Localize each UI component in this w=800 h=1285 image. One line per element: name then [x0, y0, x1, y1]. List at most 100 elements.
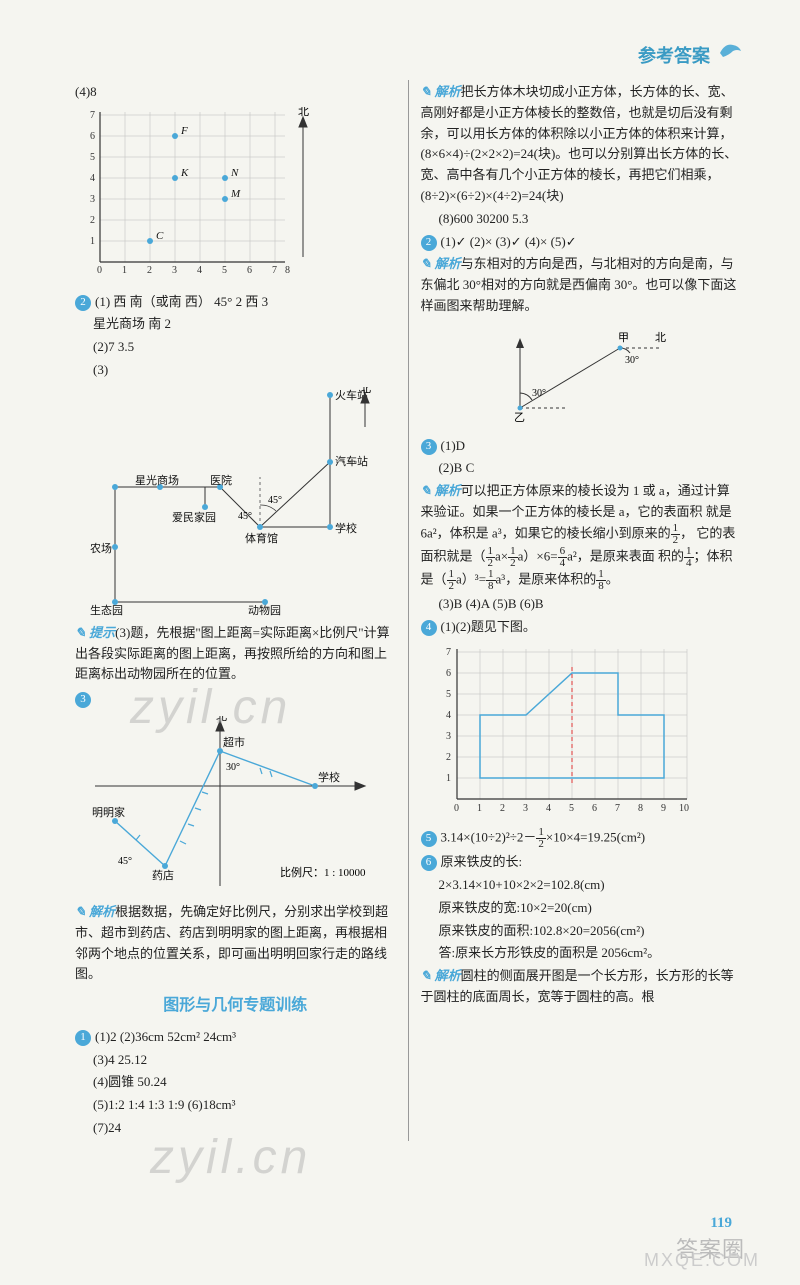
r-jiexi2: 解析与东相对的方向是西，与北相对的方向是南，与东偏北 30°相对的方向就是西偏南… — [421, 254, 741, 316]
svg-text:学校: 学校 — [335, 521, 357, 535]
svg-text:6: 6 — [90, 131, 95, 142]
svg-text:K: K — [180, 167, 189, 179]
r-q4: 4(1)(2)题见下图。 — [421, 617, 741, 638]
svg-text:3: 3 — [446, 731, 451, 742]
q1d: (5)1:2 1:4 1:3 1:9 (6)18cm³ — [75, 1095, 396, 1116]
svg-text:体育馆: 体育馆 — [245, 531, 278, 545]
map-diagram-2: 30° 45° 超市学校药店明明家 北 比例尺：1 : 10000 — [90, 716, 380, 896]
svg-text:3: 3 — [523, 803, 528, 814]
svg-text:8: 8 — [285, 265, 290, 276]
watermark-4: MXQE.COM — [644, 1246, 760, 1275]
svg-text:N: N — [230, 167, 239, 179]
q3-num: 3 — [75, 689, 396, 710]
svg-text:C: C — [156, 230, 164, 242]
svg-text:F: F — [180, 125, 188, 137]
q1c: (4)圆锥 50.24 — [75, 1072, 396, 1093]
section-title: 图形与几何专题训练 — [75, 993, 396, 1019]
svg-text:30°: 30° — [532, 388, 546, 399]
tishi: 提示(3)题，先根据"图上距离=实际距离×比例尺"计算出各段实际距离的图上距离，… — [75, 623, 396, 685]
r-q6-1: 2×3.14×10+10×2×2=102.8(cm) — [421, 875, 741, 896]
svg-text:爱民家园: 爱民家园 — [172, 510, 216, 524]
svg-text:4: 4 — [90, 173, 95, 184]
svg-text:医院: 医院 — [210, 473, 232, 487]
svg-text:10: 10 — [679, 803, 689, 814]
r-q6-4: 答:原来长方形铁皮的面积是 2056cm²。 — [421, 943, 741, 964]
svg-text:45°: 45° — [118, 856, 132, 867]
angle-diagram: 30° 30° 甲 乙 北 — [421, 323, 741, 430]
svg-text:6: 6 — [446, 668, 451, 679]
svg-text:北: 北 — [655, 331, 666, 344]
svg-text:2: 2 — [500, 803, 505, 814]
q1a: 1(1)2 (2)36cm 52cm² 24cm³ — [75, 1027, 396, 1048]
svg-text:农场: 农场 — [90, 541, 112, 555]
svg-text:2: 2 — [90, 215, 95, 226]
svg-text:1: 1 — [122, 265, 127, 276]
svg-text:星光商场: 星光商场 — [135, 473, 179, 487]
svg-text:0: 0 — [454, 803, 459, 814]
q4-8: (4)8 — [75, 82, 396, 103]
svg-text:4: 4 — [546, 803, 551, 814]
q2-line3: (2)7 3.5 — [75, 337, 396, 358]
q2-line2: 星光商场 南 2 — [75, 314, 396, 335]
num-2: 2 — [75, 295, 91, 311]
svg-text:7: 7 — [90, 110, 95, 121]
right-column: 解析把长方体木块切成小正方体，长方体的长、宽、高刚好都是小正方体棱长的整数倍，也… — [408, 80, 741, 1141]
svg-text:甲: 甲 — [618, 332, 629, 344]
svg-text:学校: 学校 — [318, 770, 340, 784]
svg-text:2: 2 — [147, 265, 152, 276]
r-q3more: (3)B (4)A (5)B (6)B — [421, 594, 741, 615]
svg-text:6: 6 — [247, 265, 252, 276]
svg-text:0: 0 — [97, 265, 102, 276]
svg-text:5: 5 — [90, 152, 95, 163]
r-q2: 2(1)✓ (2)× (3)✓ (4)× (5)✓ — [421, 232, 741, 253]
r-q5: 53.14×(10÷2)²÷2－12×10×4=19.25(cm²) — [421, 827, 741, 850]
q2-line1: 2(1) 西 南（或南 西） 45° 2 西 3 — [75, 292, 396, 313]
svg-text:乙: 乙 — [514, 411, 525, 423]
svg-text:2: 2 — [446, 752, 451, 763]
svg-text:1: 1 — [446, 773, 451, 784]
svg-text:药店: 药店 — [152, 868, 174, 882]
svg-text:45°: 45° — [238, 511, 252, 522]
svg-text:生态园: 生态园 — [90, 603, 123, 617]
grid-chart-1: 1234567 012345678 C F K N M 北 — [85, 107, 396, 284]
r-q6-2: 原来铁皮的宽:10×2=20(cm) — [421, 898, 741, 919]
r-q8: (8)600 30200 5.3 — [421, 209, 741, 230]
svg-text:3: 3 — [90, 194, 95, 205]
q1b: (3)4 25.12 — [75, 1050, 396, 1071]
svg-text:1: 1 — [90, 236, 95, 247]
r-q3a: 3(1)D — [421, 436, 741, 457]
bird-icon — [715, 35, 745, 65]
svg-text:4: 4 — [446, 710, 451, 721]
page-number: 119 — [710, 1211, 732, 1235]
svg-text:超市: 超市 — [223, 735, 245, 749]
r-q6-3: 原来铁皮的面积:102.8×20=2056(cm²) — [421, 921, 741, 942]
left-column: (4)8 1234567 012345678 C F K N M — [75, 80, 408, 1141]
q2-line4: (3) — [75, 360, 396, 381]
r-q6t: 6原来铁皮的长: — [421, 852, 741, 873]
r-jiexi3: 解析可以把正方体原来的棱长设为 1 或 a，通过计算来验证。如果一个正方体的棱长… — [421, 481, 741, 592]
svg-text:汽车站: 汽车站 — [335, 454, 368, 468]
main-content: (4)8 1234567 012345678 C F K N M — [0, 0, 800, 1191]
svg-text:5: 5 — [222, 265, 227, 276]
q1e: (7)24 — [75, 1118, 396, 1139]
map-diagram-1: 45° 45° 火车站 汽车站 学校 体育馆 医院 星光商场 爱民家园 农场 生… — [90, 387, 380, 617]
svg-text:6: 6 — [592, 803, 597, 814]
svg-text:北: 北 — [360, 387, 371, 395]
header-title: 参考答案 — [638, 42, 710, 71]
svg-text:7: 7 — [272, 265, 277, 276]
svg-text:1: 1 — [477, 803, 482, 814]
svg-text:5: 5 — [446, 689, 451, 700]
r-q3b: (2)B C — [421, 458, 741, 479]
jiexi-2: 解析根据数据，先确定好比例尺，分别求出学校到超市、超市到药店、药店到明明家的图上… — [75, 902, 396, 985]
svg-text:45°: 45° — [268, 495, 282, 506]
svg-text:4: 4 — [197, 265, 202, 276]
svg-text:30°: 30° — [625, 355, 639, 366]
svg-text:9: 9 — [661, 803, 666, 814]
svg-text:7: 7 — [615, 803, 620, 814]
svg-text:3: 3 — [172, 265, 177, 276]
grid-chart-2: 1234567 012345678910 — [439, 641, 741, 823]
svg-text:北: 北 — [298, 107, 309, 118]
svg-text:北: 北 — [216, 716, 227, 723]
svg-text:比例尺：1 : 10000: 比例尺：1 : 10000 — [280, 865, 366, 879]
svg-text:8: 8 — [638, 803, 643, 814]
